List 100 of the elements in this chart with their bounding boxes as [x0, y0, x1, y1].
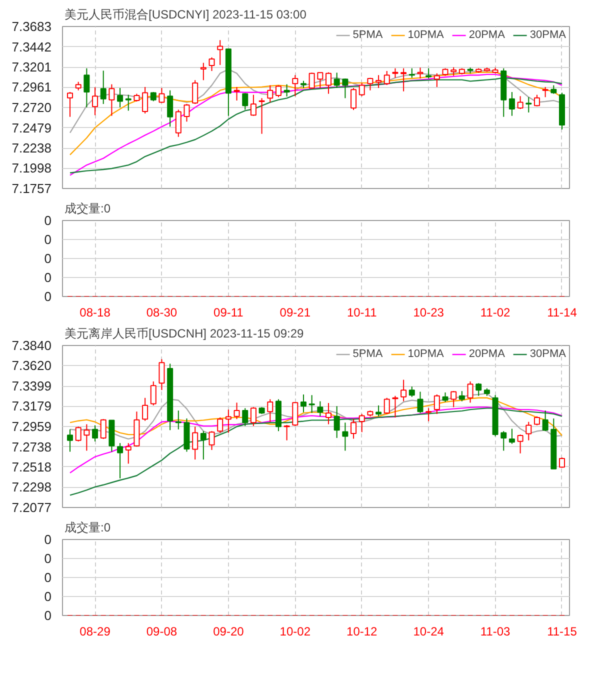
candlestick	[234, 402, 240, 420]
y-tick-label: 0	[44, 270, 52, 285]
candlestick	[292, 402, 298, 426]
y-tick-label: 0	[44, 232, 52, 247]
x-tick-label: 10-23	[413, 306, 444, 320]
x-tick-label: 09-08	[146, 624, 178, 638]
candlestick	[342, 78, 348, 99]
candlestick	[142, 397, 148, 422]
candlestick	[400, 379, 407, 402]
candlestick	[392, 68, 398, 78]
candlestick	[384, 397, 390, 414]
x-tick-label: 09-21	[280, 306, 311, 320]
candlestick	[258, 98, 265, 134]
candlestick	[517, 434, 524, 454]
candlestick	[242, 92, 248, 110]
candlestick	[167, 90, 174, 128]
candlestick	[542, 410, 548, 432]
candlestick	[400, 68, 407, 92]
candlestick	[117, 87, 124, 108]
candlestick	[125, 442, 132, 464]
candlestick	[250, 94, 256, 116]
line-series	[69, 408, 563, 496]
candlestick	[517, 96, 524, 110]
candlestick	[284, 84, 290, 97]
y-tick-label: 7.3683	[12, 19, 52, 34]
y-tick-label: 0	[44, 532, 52, 547]
candlestick	[242, 408, 248, 426]
candlestick	[250, 406, 256, 426]
y-tick-label: 7.3179	[12, 398, 52, 414]
candlestick	[267, 398, 274, 422]
candlestick	[442, 392, 448, 403]
candlestick	[342, 422, 348, 452]
legend-label: 30PMA	[530, 29, 566, 41]
candlestick	[192, 80, 198, 104]
candlestick	[334, 72, 340, 88]
y-tick-label: 0	[44, 608, 52, 623]
x-tick-label: 11-03	[480, 624, 511, 638]
candlestick	[526, 96, 532, 113]
legend-label: 10PMA	[408, 348, 444, 360]
candlestick	[234, 86, 240, 102]
candlestick	[500, 430, 507, 452]
candlestick	[350, 87, 357, 111]
x-tick-label: 10-24	[413, 624, 444, 638]
candlestick	[308, 394, 315, 414]
y-tick-label: 7.2961	[12, 80, 52, 95]
candlestick	[308, 72, 315, 90]
y-tick-label: 0	[44, 589, 52, 604]
candlestick	[125, 94, 132, 112]
y-tick-label: 7.3399	[12, 378, 52, 394]
y-tick-label: 0	[44, 251, 52, 266]
candlestick	[508, 92, 515, 116]
candlestick	[384, 70, 390, 86]
legend-label: 20PMA	[468, 29, 505, 41]
y-tick-label: 7.3840	[12, 338, 52, 353]
y-tick-label: 0	[44, 213, 52, 228]
chart-title: 美元离岸人民币[USDCNH] 2023-11-15 09:29	[64, 326, 304, 340]
y-tick-label: 7.2720	[12, 100, 52, 115]
candlestick	[326, 402, 332, 425]
x-tick-label: 10-12	[346, 624, 378, 638]
candlestick	[408, 68, 415, 78]
candlestick	[100, 418, 106, 440]
candlestick	[358, 82, 365, 97]
candlestick	[467, 380, 474, 404]
candlestick	[292, 74, 298, 97]
candlestick	[92, 86, 98, 116]
x-tick-label: 09-20	[213, 624, 244, 638]
candlestick	[284, 424, 290, 441]
y-tick-label: 7.2077	[12, 500, 52, 515]
candlestick	[84, 68, 90, 108]
candlestick	[376, 74, 382, 88]
candlestick	[458, 390, 465, 402]
candlestick	[534, 94, 540, 107]
candlestick	[558, 457, 565, 468]
x-tick-label: 08-18	[80, 306, 111, 320]
y-tick-label: 7.2298	[12, 480, 52, 495]
candlestick	[350, 418, 357, 440]
y-tick-label: 0	[44, 570, 52, 585]
candlestick	[317, 400, 324, 417]
candlestick	[158, 87, 165, 104]
candlestick	[175, 109, 182, 138]
chart-title: 美元人民币混合[USDCNYI] 2023-11-15 03:00	[64, 8, 307, 22]
x-tick-label: 10-11	[346, 306, 378, 320]
y-tick-label: 7.3201	[12, 60, 52, 75]
candlestick	[267, 84, 274, 103]
candlestick	[434, 72, 440, 88]
y-tick-label: 7.1998	[12, 160, 52, 176]
candlestick	[542, 86, 548, 98]
x-tick-label: 09-11	[214, 306, 244, 320]
legend-label: 20PMA	[468, 348, 505, 360]
legend-label: 5PMA	[352, 29, 383, 41]
candlestick	[426, 68, 432, 79]
candlestick	[150, 380, 156, 406]
candlestick	[184, 103, 190, 122]
y-tick-label: 7.2479	[12, 120, 52, 136]
y-tick-label: 7.3442	[12, 39, 52, 54]
candlestick	[67, 428, 74, 452]
legend-label: 5PMA	[352, 348, 383, 360]
candlestick	[450, 390, 457, 408]
candlestick	[217, 416, 224, 434]
candlestick	[200, 62, 206, 81]
